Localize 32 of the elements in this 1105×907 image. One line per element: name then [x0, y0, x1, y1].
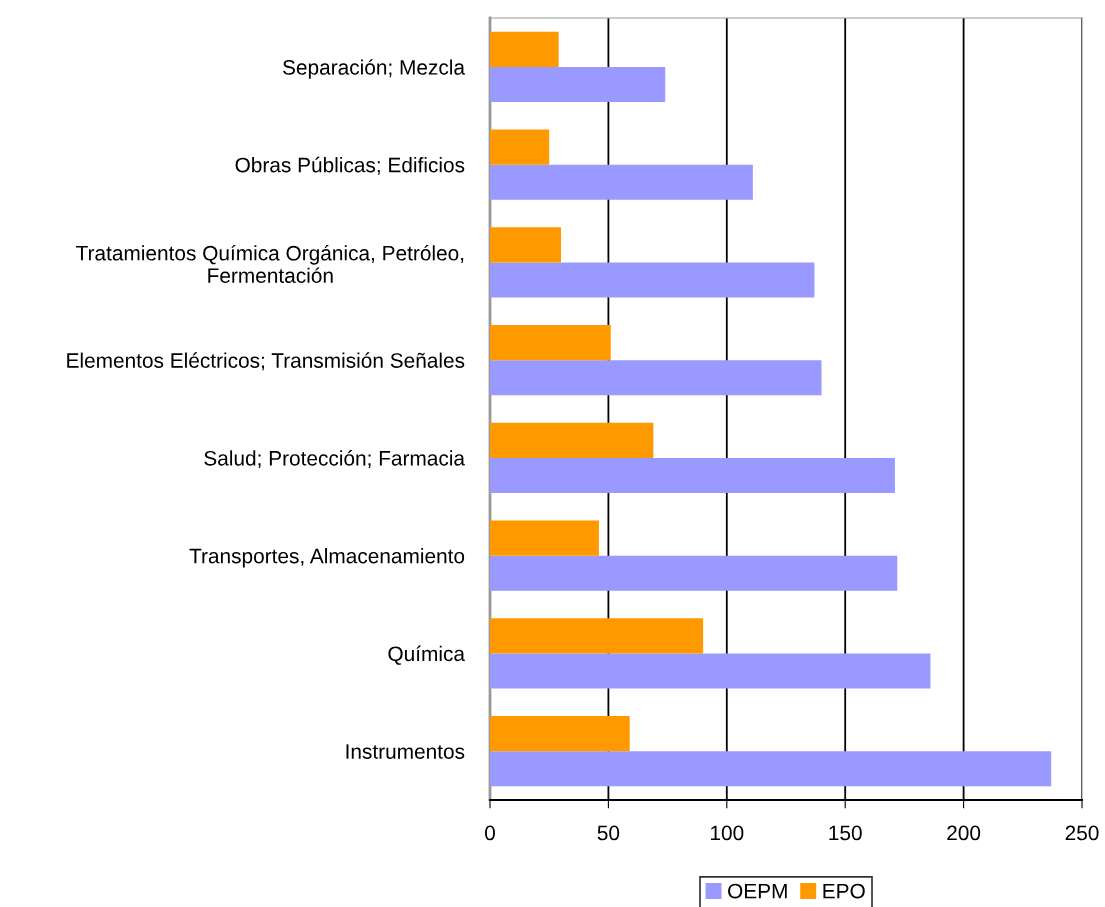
- bar: [490, 66, 666, 103]
- y-tick-label: Obras Públicas; Edificios: [235, 156, 465, 175]
- bar: [490, 262, 815, 298]
- y-tick-label: Instrumentos: [346, 744, 465, 759]
- bar: [490, 360, 822, 396]
- y-tick-label: Salud; Protección; Farmacia: [204, 450, 466, 469]
- bar: [490, 555, 898, 591]
- bar: [490, 31, 559, 67]
- bar: [490, 422, 654, 458]
- bar: [490, 227, 562, 263]
- bar: [490, 457, 895, 494]
- legend-label: EPO: [823, 883, 865, 899]
- x-tick-label: 150: [829, 825, 862, 841]
- y-tick-label: Tratamientos Química Orgánica, Petróleo, Fermentación: [76, 244, 464, 283]
- bar: [490, 324, 611, 361]
- y-tick-label: Transportes, Almacenamiento: [189, 548, 465, 568]
- x-tick-label: 50: [597, 825, 620, 841]
- bar: [490, 653, 931, 689]
- bar: [490, 618, 704, 654]
- y-tick-label: Separación; Mezcla: [282, 59, 466, 79]
- bar: [490, 520, 599, 556]
- y-tick-label: Elementos Eléctricos; Transmisión Señales: [67, 352, 465, 371]
- y-tick-label: Química: [388, 645, 465, 665]
- x-tick-label: 100: [711, 825, 744, 841]
- bar: [490, 164, 753, 200]
- x-tick-label: 0: [485, 825, 495, 841]
- x-tick-label: 250: [1065, 825, 1099, 841]
- bar: [490, 129, 550, 165]
- bar: [490, 751, 1052, 787]
- x-tick-label: 200: [947, 825, 981, 841]
- legend-label: OEPM: [728, 883, 787, 899]
- bar: [490, 715, 630, 752]
